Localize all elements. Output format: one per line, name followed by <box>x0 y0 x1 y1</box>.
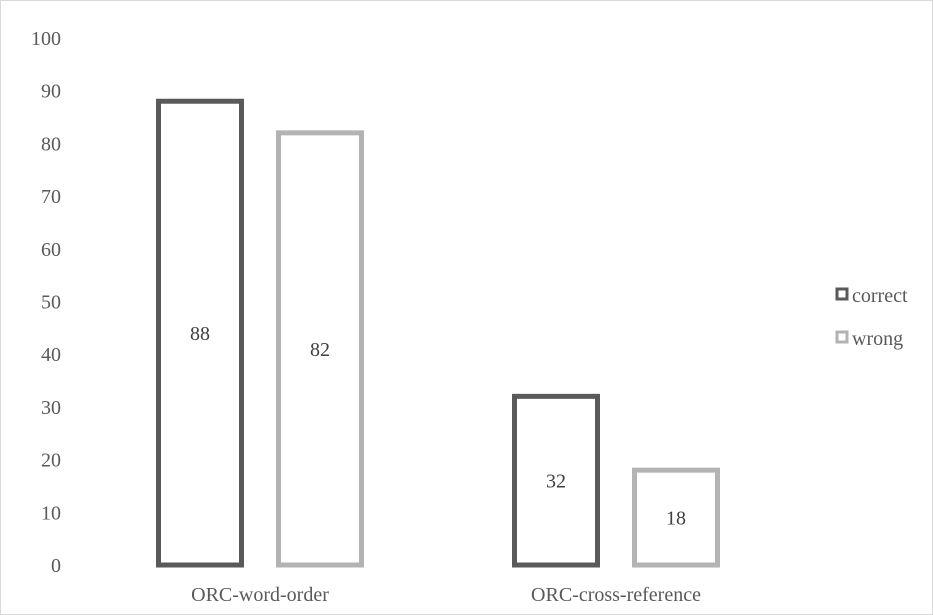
y-axis: 0 10 20 30 40 50 60 70 80 90 100 <box>31 28 61 577</box>
y-tick-label: 80 <box>41 133 61 155</box>
legend: correct wrong <box>835 285 908 350</box>
y-tick-label: 40 <box>41 344 61 366</box>
x-category-label: ORC-cross-reference <box>531 584 701 606</box>
y-tick-label: 100 <box>31 28 61 50</box>
y-tick-label: 60 <box>41 239 61 261</box>
bar-wrong-orc-cross-reference <box>632 467 720 568</box>
y-tick-label: 10 <box>41 502 61 524</box>
x-axis: ORC-word-order ORC-cross-reference <box>191 584 701 606</box>
y-tick-label: 90 <box>41 81 61 103</box>
y-tick-label: 30 <box>41 397 61 419</box>
data-label: 82 <box>310 339 330 361</box>
data-label: 32 <box>546 471 566 493</box>
data-label: 18 <box>666 508 686 530</box>
y-tick-label: 50 <box>41 292 61 314</box>
x-category-label: ORC-word-order <box>191 584 329 606</box>
bar-wrong-orc-word-order <box>276 130 364 568</box>
y-tick-label: 0 <box>51 555 61 577</box>
plot-area: 88 32 82 18 <box>156 98 720 568</box>
y-tick-label: 20 <box>41 450 61 472</box>
bar-correct-orc-cross-reference <box>512 393 600 568</box>
legend-label-correct: correct <box>852 285 908 307</box>
legend-swatch-wrong <box>835 330 849 344</box>
data-label: 88 <box>190 323 210 345</box>
bar-correct-orc-word-order <box>156 98 244 568</box>
legend-swatch-correct <box>835 287 849 301</box>
legend-label-wrong: wrong <box>852 328 903 350</box>
y-tick-label: 70 <box>41 186 61 208</box>
